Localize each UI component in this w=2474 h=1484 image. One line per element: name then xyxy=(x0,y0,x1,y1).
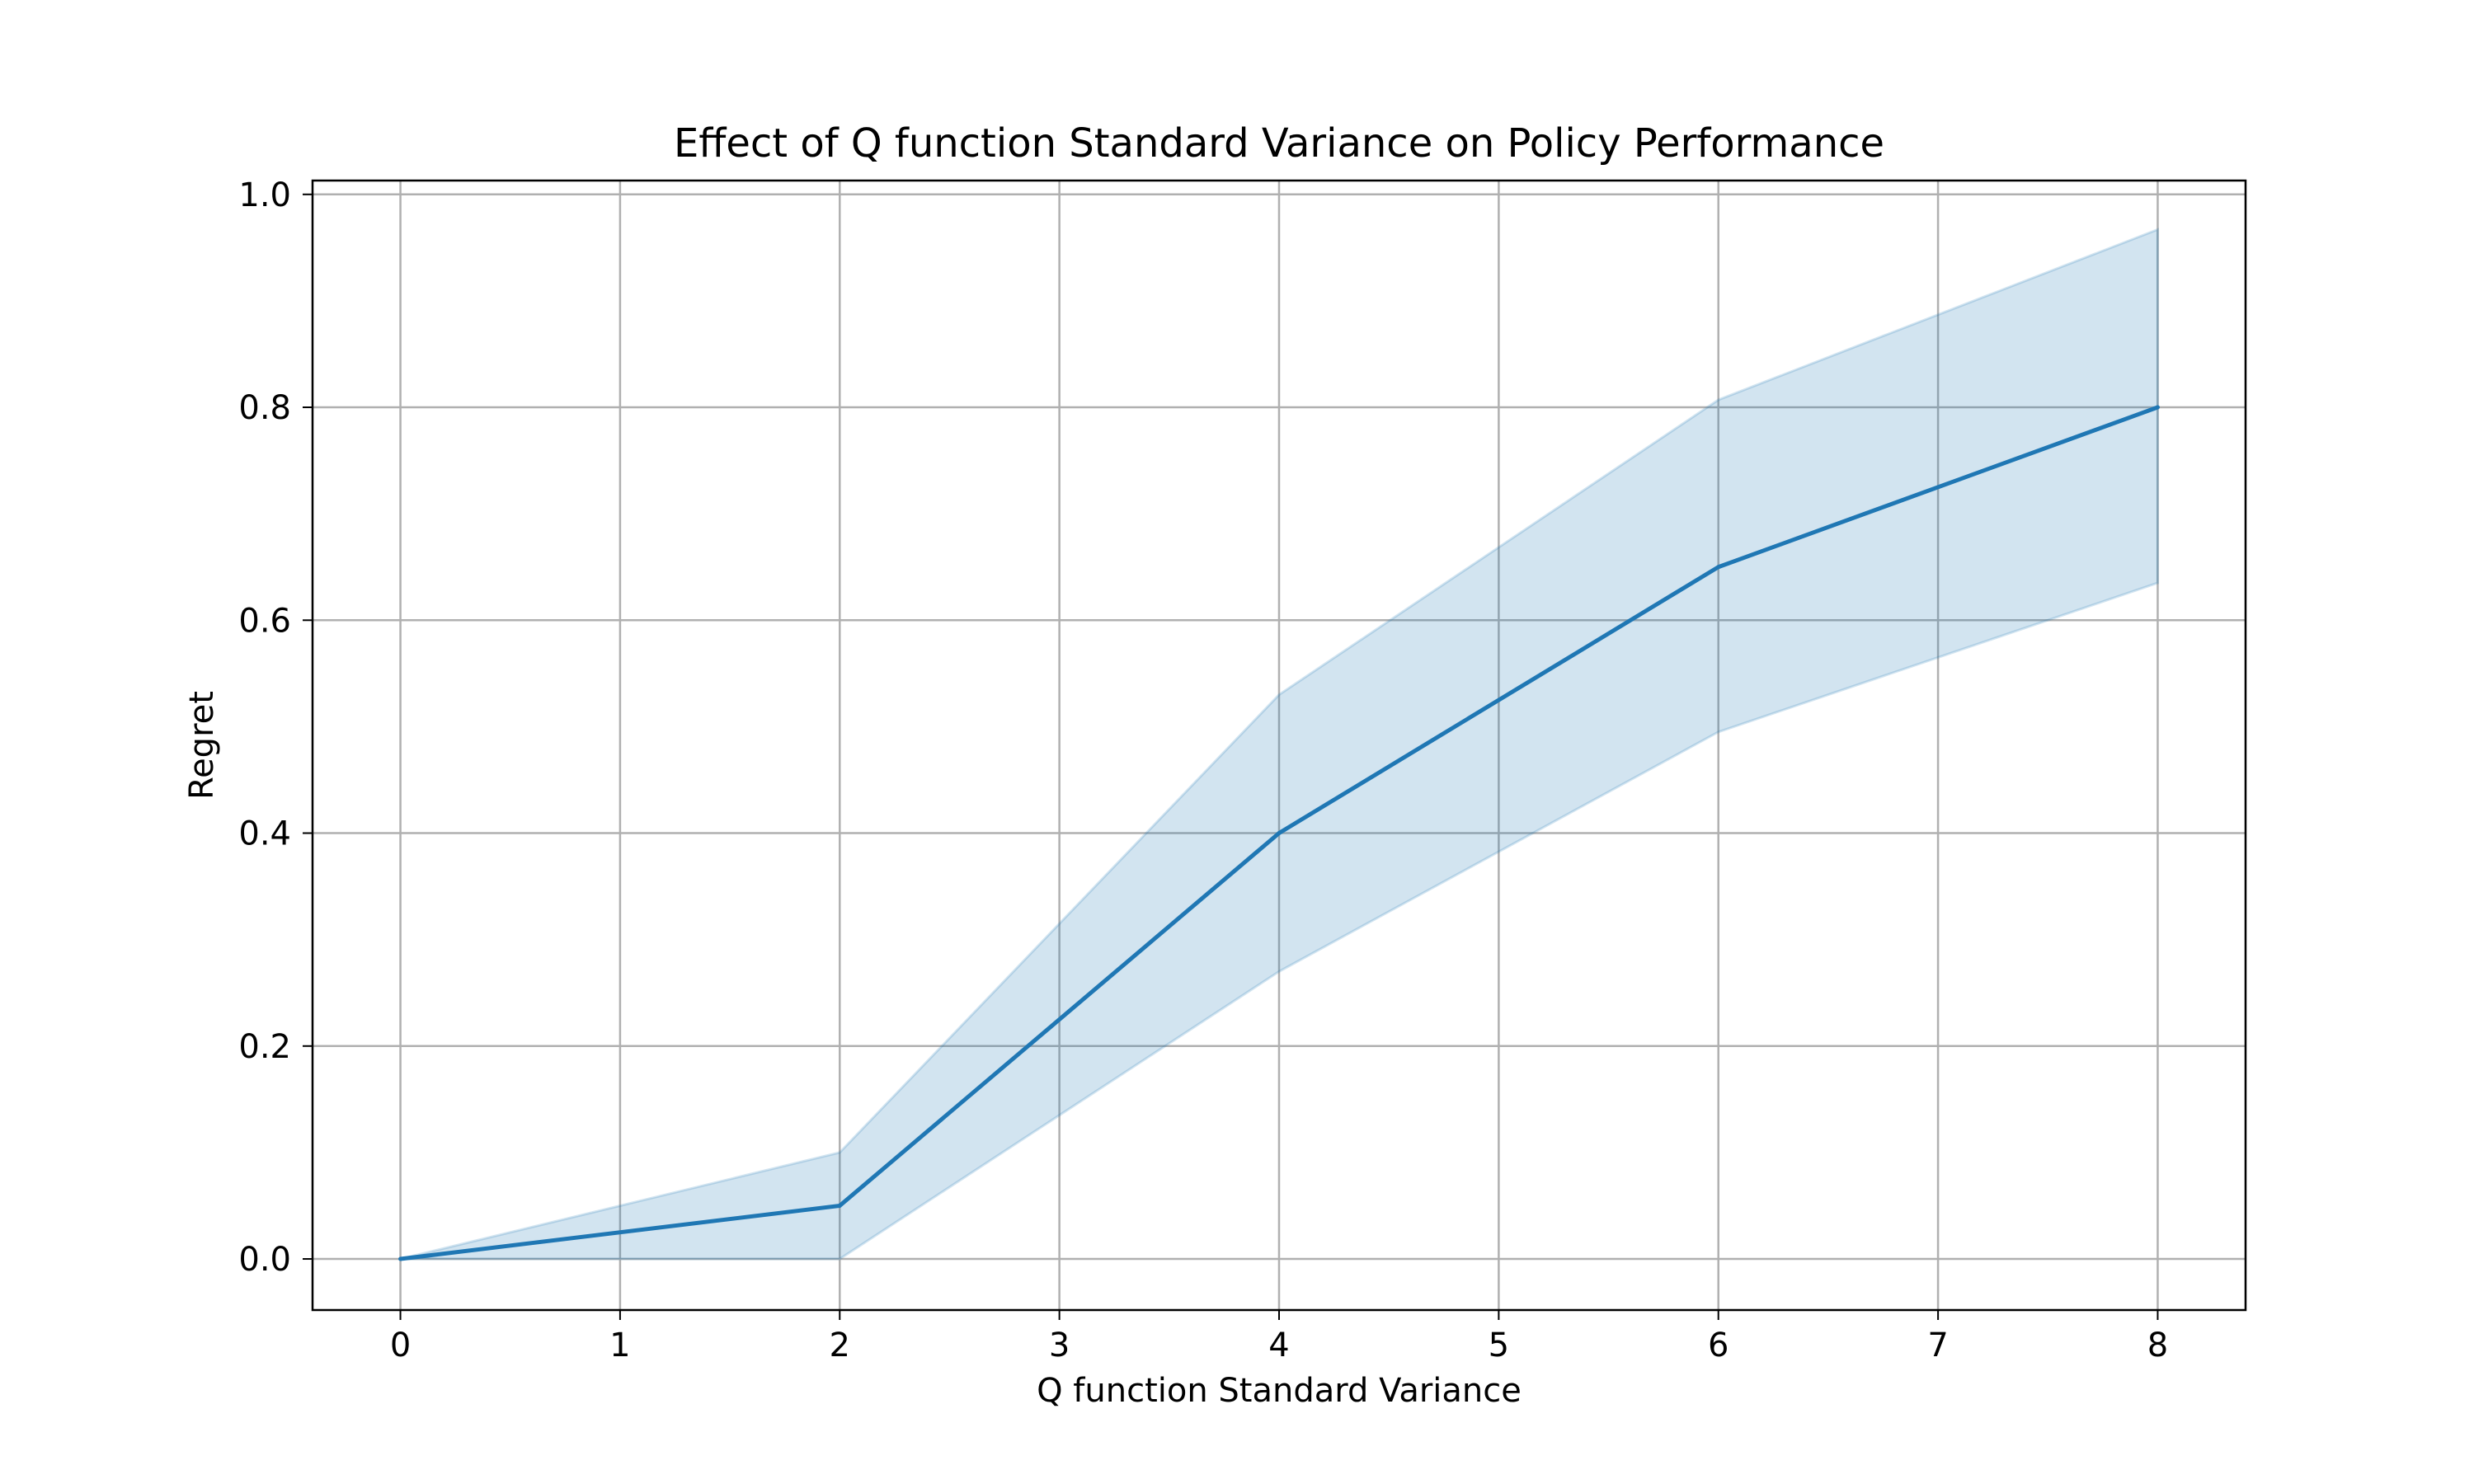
series-lines xyxy=(398,405,2160,1261)
x-tick-label: 2 xyxy=(830,1327,850,1364)
y-tick-label: 0.2 xyxy=(238,1028,291,1066)
chart-title: Effect of Q function Standard Variance o… xyxy=(674,120,1884,167)
y-tick-label: 0.6 xyxy=(238,602,291,640)
y-tick-label: 0.0 xyxy=(238,1241,291,1279)
x-tick-label: 1 xyxy=(609,1327,630,1364)
x-tick-label: 7 xyxy=(1927,1327,1948,1364)
y-tick-label: 0.4 xyxy=(238,815,291,853)
grid-lines xyxy=(313,181,2246,1310)
x-tick-label: 5 xyxy=(1489,1327,1509,1364)
x-axis-label: Q function Standard Variance xyxy=(1037,1372,1522,1410)
data-point xyxy=(837,1203,842,1208)
y-tick-label: 1.0 xyxy=(238,176,291,214)
x-tick-label: 4 xyxy=(1268,1327,1289,1364)
data-point xyxy=(2155,405,2160,410)
data-point xyxy=(1277,831,1282,836)
axis-ticks: 0 1 2 3 4 5 6 7 8 0.0 0.2 0.4 0.6 0.8 1.0 xyxy=(238,176,2168,1364)
x-tick-label: 3 xyxy=(1049,1327,1070,1364)
x-tick-label: 8 xyxy=(2147,1327,2168,1364)
y-axis-label: Regret xyxy=(183,691,221,800)
data-point xyxy=(1716,565,1721,570)
y-tick-label: 0.8 xyxy=(238,389,291,427)
x-tick-label: 6 xyxy=(1708,1327,1729,1364)
data-point xyxy=(398,1256,403,1261)
x-tick-label: 0 xyxy=(390,1327,411,1364)
